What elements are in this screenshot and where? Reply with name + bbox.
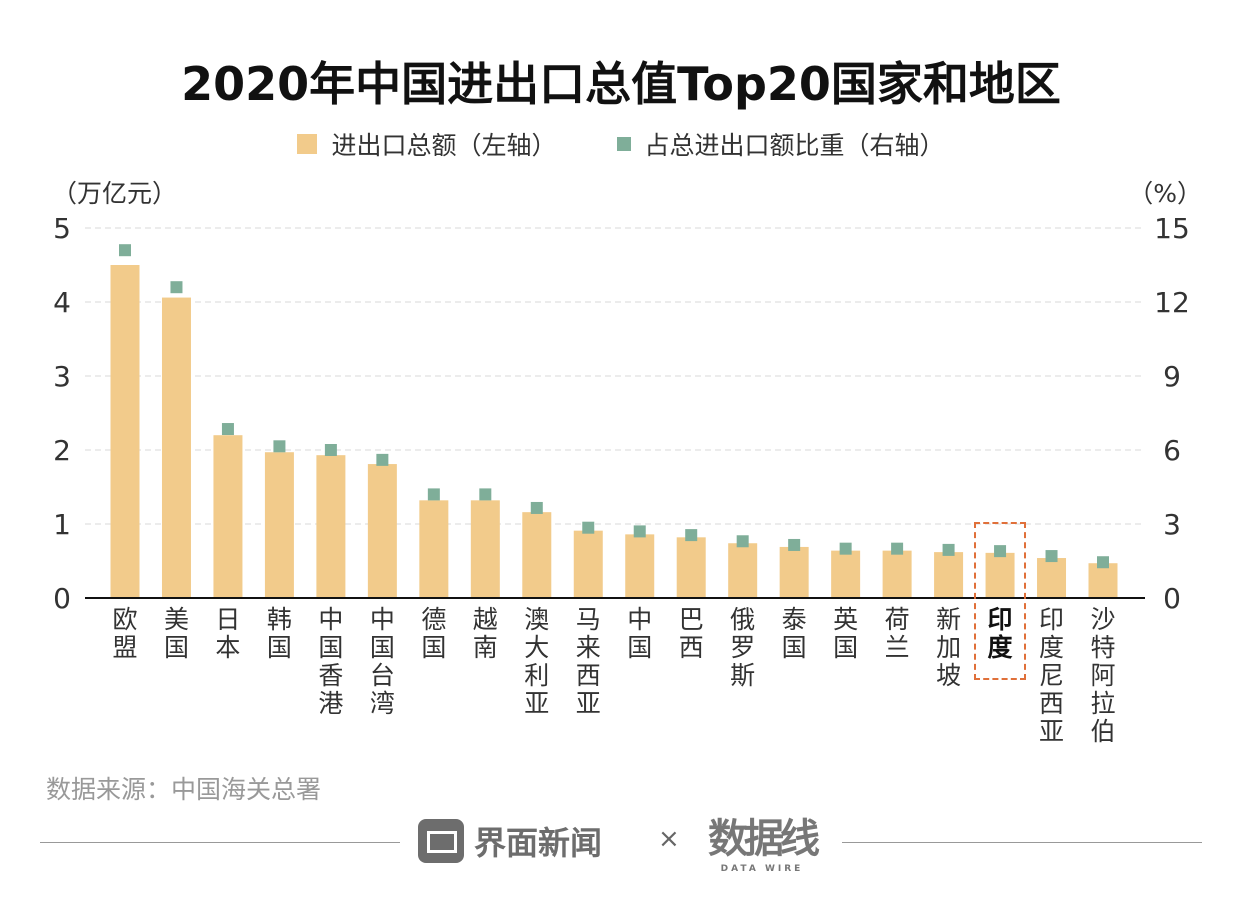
x-tick-label: 泰国 [781,605,807,662]
y-tick-right: 15 [1154,212,1190,245]
datawire-logo: 数据线 DATA WIRE [708,806,820,874]
share-marker [1097,556,1109,569]
y-tick-left: 2 [53,434,71,467]
x-tick-label: 俄罗斯 [730,605,756,690]
x-tick-label: 韩国 [266,605,292,662]
y-tick-right: 12 [1154,286,1190,319]
x-tick-label: 日本 [215,605,241,662]
x-tick-label: 中国台湾 [369,605,395,718]
legend-label: 占总进出口额比重（右轴） [644,131,945,160]
bar [161,297,191,598]
x-tick-label: 美国 [163,605,189,662]
footer: 界面新闻 × 数据线 DATA WIRE [0,806,1242,876]
divider [842,842,1202,843]
brand-name: 界面新闻 [474,824,603,862]
y-tick-left: 5 [53,212,71,245]
bar [522,512,552,598]
share-marker [685,529,698,542]
share-marker [994,545,1007,558]
share-marker [427,488,440,501]
y-axis-right-label: （%） [1128,179,1202,208]
bar [985,552,1015,598]
bar [316,455,346,598]
divider [40,842,400,843]
share-marker [891,542,904,555]
y-tick-left: 3 [53,360,71,393]
share-marker [633,525,646,538]
bar [728,543,758,598]
bar [264,452,294,598]
x-tick-label: 巴西 [678,605,704,662]
legend: 进出口总额（左轴） 占总进出口额比重（右轴） [0,126,1242,162]
bar [110,265,140,598]
legend-swatch-bar [297,134,318,154]
y-tick-right: 9 [1163,360,1181,393]
legend-item-share: 占总进出口额比重（右轴） [616,126,945,162]
brand-sub: DATA WIRE [720,864,804,874]
bar [367,464,397,598]
x-tick-label: 新加坡 [936,605,962,690]
share-marker [530,501,543,514]
bar [831,550,861,598]
brand-name: 数据线 [708,816,820,862]
y-tick-right: 6 [1163,434,1181,467]
x-tick-label: 沙特阿拉伯 [1090,605,1116,746]
x-tick-label: 越南 [472,605,498,662]
share-marker [1045,550,1058,563]
x-tick-label: 德国 [421,605,447,662]
x-tick-label: 英国 [833,605,859,662]
y-tick-right: 0 [1163,582,1181,615]
bar [882,550,912,598]
y-tick-left: 1 [53,508,71,541]
share-marker [273,440,286,453]
bar [419,500,449,598]
legend-label: 进出口总额（左轴） [331,131,557,160]
legend-swatch-marker [616,137,631,151]
share-marker [119,244,131,257]
x-tick-label: 澳大利亚 [524,605,550,718]
bar [676,537,706,598]
share-marker [788,538,801,551]
x-tick-label: 中国香港 [318,605,344,718]
share-marker [170,281,183,294]
bar [573,530,603,598]
y-tick-left: 4 [53,286,71,319]
chart-title: 2020年中国进出口总值Top20国家和地区 [181,57,1061,111]
bar [625,534,655,598]
share-marker [221,423,234,436]
y-axis-left-label: （万亿元） [52,179,178,208]
x-tick-label: 欧盟 [112,605,138,662]
share-marker [582,521,595,534]
times-sign: × [658,824,680,854]
bar [470,500,500,598]
highlight-box [974,522,1027,680]
bar [1037,558,1067,598]
share-marker [839,542,852,555]
jiemian-logo: 界面新闻 [418,818,602,864]
y-tick-left: 0 [53,582,71,615]
share-marker [479,488,492,501]
y-tick-right: 3 [1163,508,1181,541]
source-note: 数据来源：中国海关总署 [46,775,322,804]
bar [213,435,243,598]
share-marker [736,535,749,548]
x-tick-label: 中国 [627,605,653,662]
x-tick-label: 印度尼西亚 [1039,605,1065,746]
x-tick-label: 印度 [987,605,1013,662]
bar [1088,563,1118,598]
bar [934,552,964,598]
share-marker [324,444,337,456]
x-tick-label: 马来西亚 [575,605,601,718]
share-marker [942,543,955,556]
x-tick-label: 荷兰 [884,605,910,662]
bar [779,546,809,598]
jiemian-icon [418,819,464,863]
legend-item-total: 进出口总额（左轴） [297,126,557,162]
share-marker [376,453,389,466]
